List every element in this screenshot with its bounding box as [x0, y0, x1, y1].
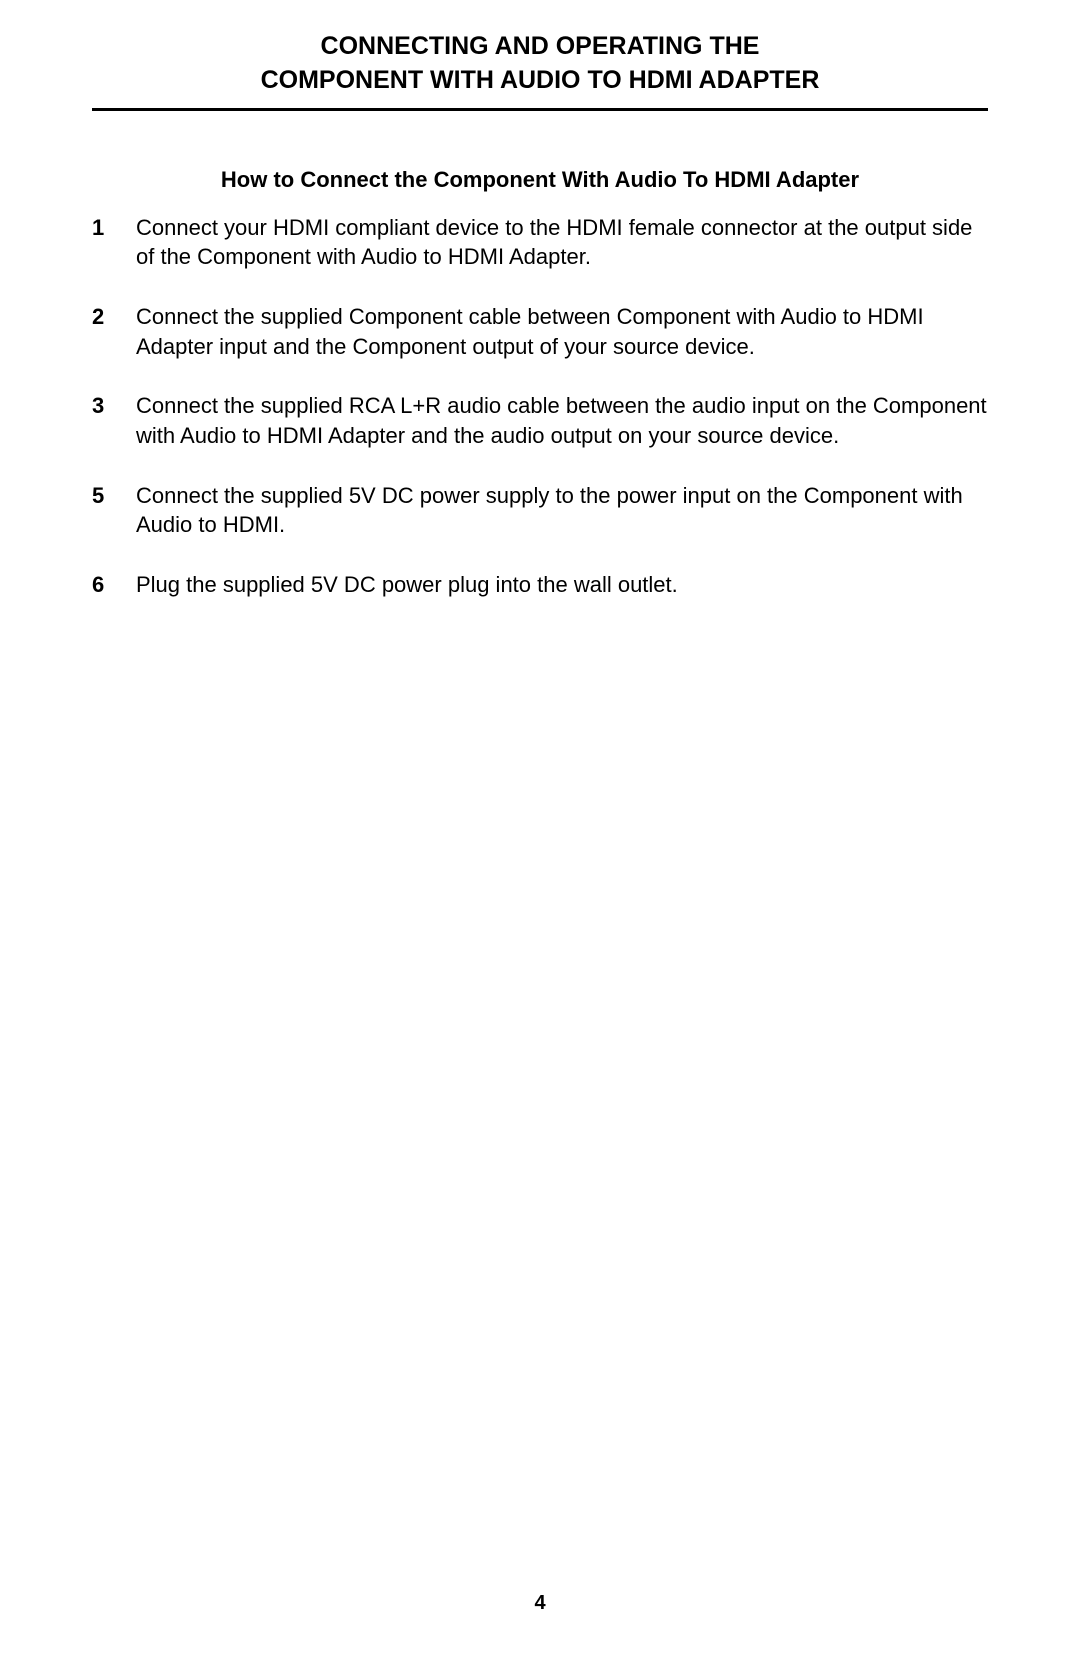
step-number: 6	[92, 570, 112, 600]
step-number: 2	[92, 302, 112, 332]
step-text: Connect the supplied Component cable bet…	[136, 302, 988, 361]
page-title: CONNECTING AND OPERATING THE COMPONENT W…	[92, 30, 988, 111]
step-text: Connect the supplied RCA L+R audio cable…	[136, 391, 988, 450]
page-number: 4	[0, 1592, 1080, 1615]
step-number: 3	[92, 391, 112, 421]
section-heading: How to Connect the Component With Audio …	[92, 167, 988, 193]
steps-list: 1 Connect your HDMI compliant device to …	[92, 213, 988, 600]
step-text: Connect the supplied 5V DC power supply …	[136, 481, 988, 540]
step-item: 1 Connect your HDMI compliant device to …	[92, 213, 988, 272]
step-item: 3 Connect the supplied RCA L+R audio cab…	[92, 391, 988, 450]
step-item: 5 Connect the supplied 5V DC power suppl…	[92, 481, 988, 540]
step-number: 1	[92, 213, 112, 243]
step-item: 6 Plug the supplied 5V DC power plug int…	[92, 570, 988, 600]
step-text: Connect your HDMI compliant device to th…	[136, 213, 988, 272]
page-container: CONNECTING AND OPERATING THE COMPONENT W…	[0, 0, 1080, 600]
step-text: Plug the supplied 5V DC power plug into …	[136, 570, 988, 600]
step-number: 5	[92, 481, 112, 511]
page-title-line1: CONNECTING AND OPERATING THE	[321, 32, 760, 60]
page-title-line2: COMPONENT WITH AUDIO TO HDMI ADAPTER	[261, 66, 820, 94]
step-item: 2 Connect the supplied Component cable b…	[92, 302, 988, 361]
